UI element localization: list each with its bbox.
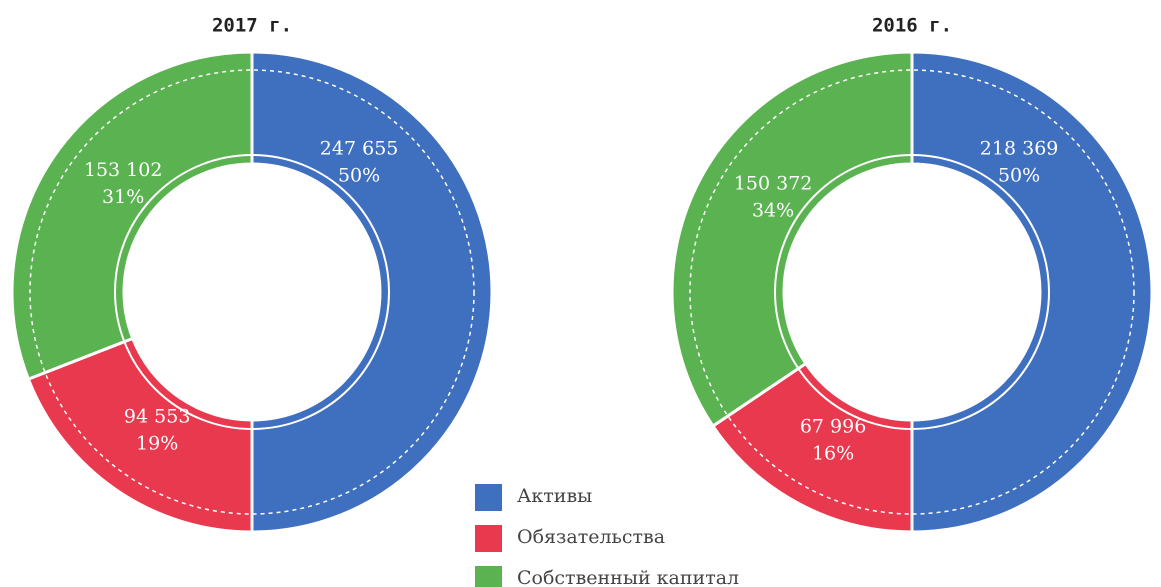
dashed-ring bbox=[29, 69, 475, 515]
value-label: 218 369 bbox=[980, 138, 1059, 160]
percent-label: 50% bbox=[338, 165, 380, 187]
donut-slice bbox=[26, 336, 254, 534]
chart-title: 2017 г. bbox=[212, 15, 292, 37]
value-label: 153 102 bbox=[84, 159, 163, 181]
legend-swatch bbox=[475, 566, 502, 587]
dashed-ring bbox=[689, 69, 1135, 515]
donut-slice bbox=[710, 361, 914, 534]
legend-label: Собственный капитал bbox=[517, 567, 739, 587]
inner-ring bbox=[114, 154, 390, 430]
donut-slice bbox=[10, 50, 254, 382]
percent-label: 50% bbox=[998, 165, 1040, 187]
percent-label: 34% bbox=[752, 200, 794, 222]
legend-label: Активы bbox=[517, 485, 592, 507]
percent-label: 31% bbox=[102, 186, 144, 208]
legend-label: Обязательства bbox=[517, 526, 665, 548]
inner-ring bbox=[774, 154, 1050, 430]
donut-slice bbox=[250, 50, 494, 534]
donut-slice bbox=[670, 50, 914, 429]
value-label: 94 553 bbox=[124, 406, 190, 428]
value-label: 150 372 bbox=[734, 173, 813, 195]
legend-swatch bbox=[475, 484, 502, 511]
percent-label: 19% bbox=[136, 433, 178, 455]
legend-swatch bbox=[475, 525, 502, 552]
chart-title: 2016 г. bbox=[872, 15, 952, 37]
percent-label: 16% bbox=[812, 442, 854, 464]
donut-slice bbox=[910, 50, 1154, 534]
value-label: 247 655 bbox=[320, 138, 399, 160]
value-label: 67 996 bbox=[800, 415, 866, 437]
